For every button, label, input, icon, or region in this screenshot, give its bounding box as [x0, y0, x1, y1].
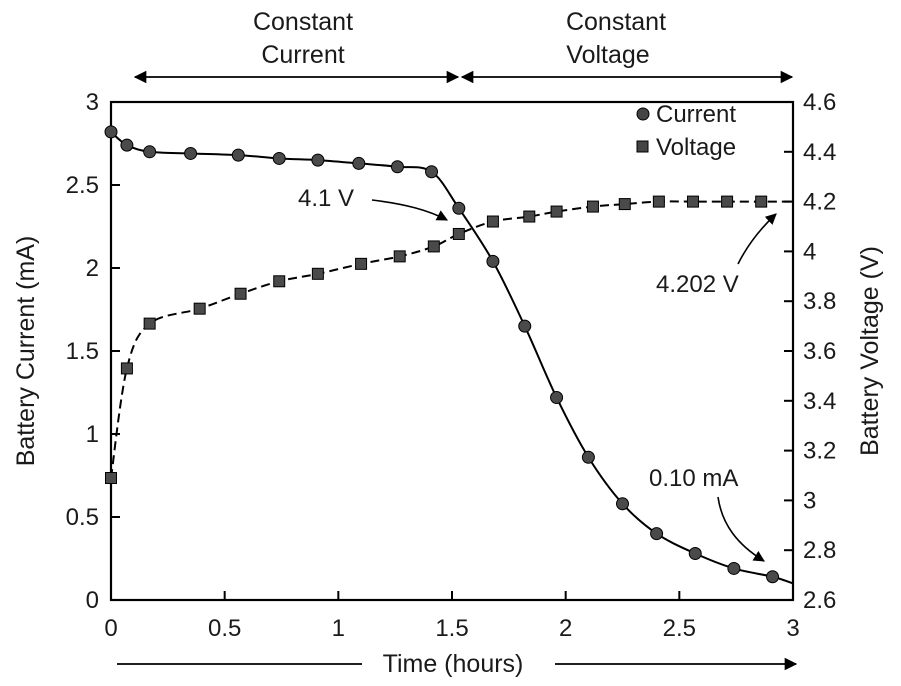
voltage-data-point: [105, 471, 117, 484]
voltage-data-point: [393, 250, 406, 263]
y2-tick-label: 4.6: [803, 89, 836, 116]
y2-tick-label: 3.2: [803, 438, 836, 465]
region-cc-label-line2: Current: [261, 41, 344, 69]
voltage-data-point: [523, 210, 536, 223]
voltage-data-point: [273, 275, 286, 288]
x-tick-label: 0: [104, 615, 117, 642]
y-axis-left: 0 0.5 1 1.5 2 2.5 3: [66, 89, 120, 614]
current-data-point: [518, 319, 532, 333]
y-tick-label: 1: [86, 421, 99, 448]
current-data-point: [727, 561, 741, 575]
voltage-data-point: [193, 302, 206, 315]
x-tick-label: 2.5: [663, 615, 696, 642]
series-current: [104, 125, 794, 585]
current-data-point: [766, 570, 780, 584]
y2-tick-label: 2.6: [803, 587, 836, 614]
voltage-data-point: [311, 267, 324, 280]
x-tick-label: 1.5: [435, 615, 468, 642]
voltage-data-point: [234, 287, 247, 300]
voltage-data-point: [427, 240, 440, 253]
annotation-4-1v-arrow: [371, 199, 448, 221]
voltage-data-point: [721, 195, 734, 208]
series-voltage: [105, 195, 793, 484]
annotation-4202v-arrow: [737, 213, 777, 265]
x-axis-title: Time (hours): [383, 650, 524, 678]
y2-tick-label: 2.8: [803, 537, 836, 564]
y-axis-title: Battery Current (mA): [12, 236, 40, 467]
current-data-point: [143, 145, 157, 159]
voltage-data-point: [550, 205, 563, 218]
current-data-point: [311, 153, 325, 167]
legend-voltage-label: Voltage: [656, 134, 736, 161]
current-data-point: [688, 547, 702, 561]
legend-voltage-marker: [636, 140, 649, 153]
voltage-data-point: [652, 195, 665, 208]
y2-tick-label: 3.8: [803, 288, 836, 315]
legend-current-label: Current: [656, 101, 736, 128]
y2-tick-label: 4: [803, 238, 816, 265]
x-tick-label: 0.5: [208, 615, 241, 642]
y2-tick-label: 3.6: [803, 338, 836, 365]
y-tick-label: 2.5: [66, 172, 99, 199]
y2-tick-label: 4.4: [803, 139, 836, 166]
voltage-data-point: [586, 200, 599, 213]
voltage-data-point: [355, 257, 368, 270]
y-tick-label: 0.5: [66, 504, 99, 531]
x-tick-label: 2: [559, 615, 572, 642]
region-cv-label-line1: Constant: [566, 8, 666, 36]
y-tick-label: 1.5: [66, 338, 99, 365]
current-data-point: [231, 148, 245, 162]
current-data-point: [184, 146, 198, 160]
y-tick-label: 2: [86, 255, 99, 282]
legend: Current Voltage: [636, 101, 736, 161]
y2-tick-label: 3.4: [803, 388, 836, 415]
current-data-point: [486, 254, 500, 268]
y2-tick-label: 4.2: [803, 189, 836, 216]
y-axis-right: 2.6 2.8 3 3.2 3.4 3.6 3.8 4 4.2 4.4 4.6: [784, 89, 836, 614]
current-data-point: [272, 151, 286, 165]
region-cv-label-line2: Voltage: [566, 41, 649, 69]
region-cc-label-line1: Constant: [253, 8, 353, 36]
current-data-point: [352, 156, 366, 170]
current-data-point: [550, 390, 564, 404]
voltage-data-point: [618, 198, 631, 211]
y2-tick-label: 3: [803, 487, 816, 514]
current-data-point: [104, 125, 118, 139]
voltage-data-point: [486, 215, 499, 228]
plot-frame: [109, 100, 795, 602]
x-tick-label: 3: [786, 615, 799, 642]
legend-current-marker: [636, 107, 650, 121]
voltage-data-point: [120, 362, 133, 375]
current-data-point: [425, 165, 439, 179]
y-tick-label: 3: [86, 89, 99, 116]
y-tick-label: 0: [86, 587, 99, 614]
series-voltage-line: [110, 200, 793, 479]
x-axis: 0 0.5 1 1.5 2 2.5 3: [104, 591, 800, 642]
y2-axis-title: Battery Voltage (V): [856, 246, 884, 456]
current-data-point: [581, 450, 595, 464]
voltage-data-point: [143, 317, 156, 330]
annotation-4202v-label: 4.202 V: [656, 271, 739, 298]
annotation-4-1v-label: 4.1 V: [298, 185, 354, 212]
current-data-point: [390, 160, 404, 174]
voltage-data-point: [452, 227, 465, 240]
current-data-point: [616, 497, 629, 511]
current-data-point: [452, 201, 466, 215]
voltage-data-point: [686, 195, 699, 208]
current-data-point: [120, 138, 134, 152]
voltage-data-point: [755, 195, 768, 208]
current-data-point: [650, 527, 664, 541]
annotation-010ma-label: 0.10 mA: [649, 465, 738, 492]
x-tick-label: 1: [332, 615, 345, 642]
annotation-010ma-arrow: [717, 496, 765, 562]
